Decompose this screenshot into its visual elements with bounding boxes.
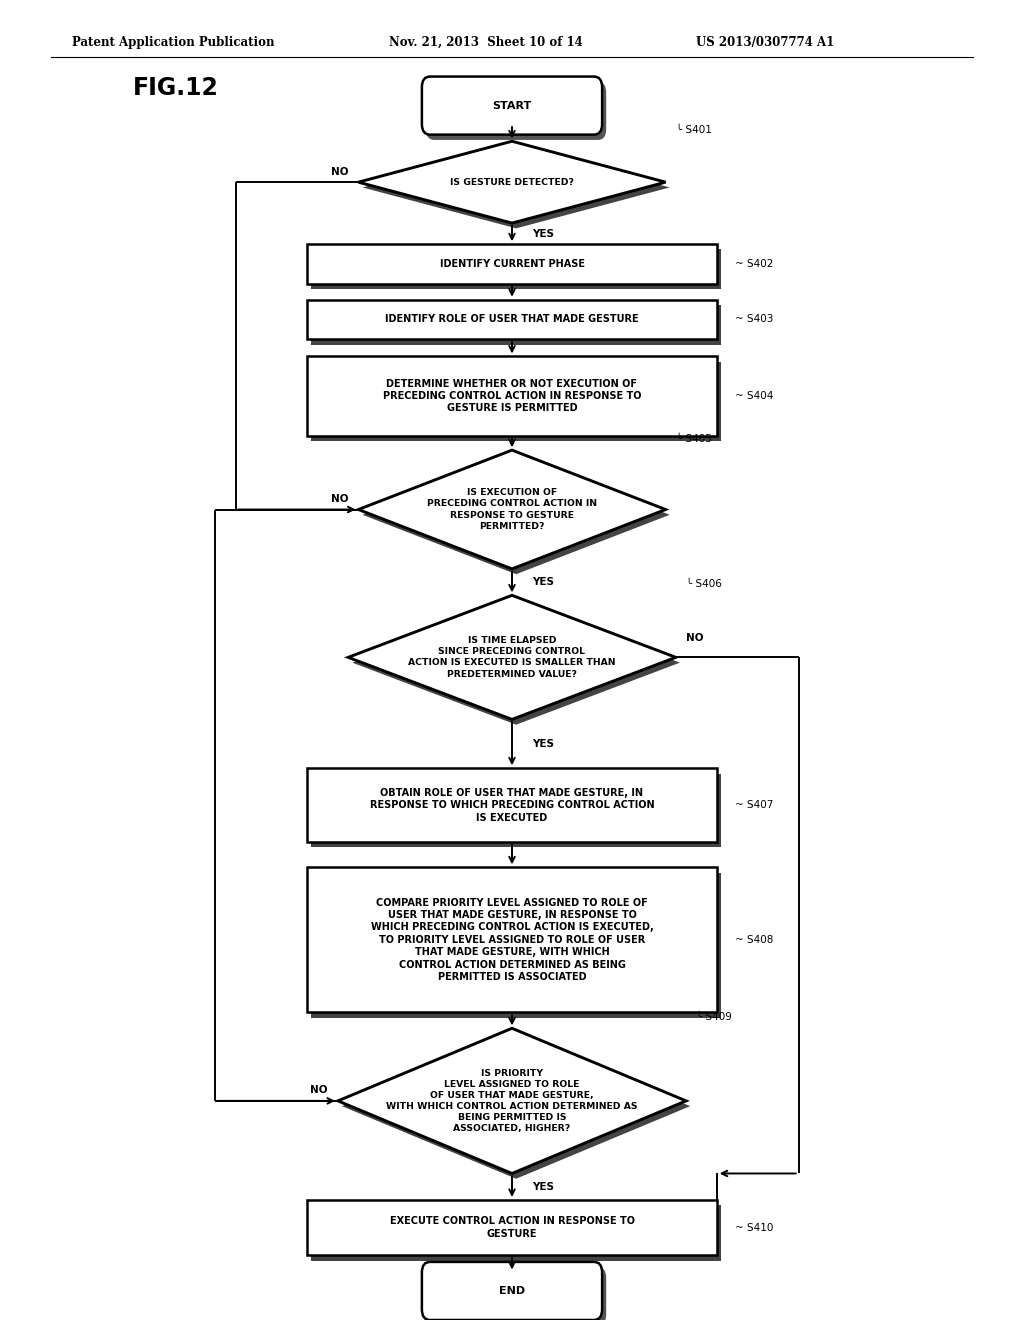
Polygon shape bbox=[352, 601, 680, 725]
Text: YES: YES bbox=[532, 739, 554, 748]
Text: END: END bbox=[499, 1286, 525, 1296]
Bar bbox=[311, 873, 721, 1018]
Bar bbox=[307, 867, 717, 1012]
Text: NO: NO bbox=[310, 1085, 328, 1096]
Text: IS PRIORITY
LEVEL ASSIGNED TO ROLE
OF USER THAT MADE GESTURE,
WITH WHICH CONTROL: IS PRIORITY LEVEL ASSIGNED TO ROLE OF US… bbox=[386, 1069, 638, 1133]
Text: DETERMINE WHETHER OR NOT EXECUTION OF
PRECEDING CONTROL ACTION IN RESPONSE TO
GE: DETERMINE WHETHER OR NOT EXECUTION OF PR… bbox=[383, 379, 641, 413]
Text: OBTAIN ROLE OF USER THAT MADE GESTURE, IN
RESPONSE TO WHICH PRECEDING CONTROL AC: OBTAIN ROLE OF USER THAT MADE GESTURE, I… bbox=[370, 788, 654, 822]
Text: US 2013/0307774 A1: US 2013/0307774 A1 bbox=[696, 36, 835, 49]
Polygon shape bbox=[358, 141, 666, 223]
Text: ~ S404: ~ S404 bbox=[735, 391, 773, 401]
Bar bbox=[307, 244, 717, 284]
Text: Patent Application Publication: Patent Application Publication bbox=[72, 36, 274, 49]
Text: IS GESTURE DETECTED?: IS GESTURE DETECTED? bbox=[451, 178, 573, 186]
Bar bbox=[311, 305, 721, 345]
Polygon shape bbox=[348, 595, 676, 719]
Bar bbox=[307, 356, 717, 436]
Text: ~ S408: ~ S408 bbox=[735, 935, 773, 945]
Text: ╰ S406: ╰ S406 bbox=[686, 578, 722, 589]
Polygon shape bbox=[358, 450, 666, 569]
FancyBboxPatch shape bbox=[422, 77, 602, 135]
Text: YES: YES bbox=[532, 577, 554, 587]
Text: ╰ S401: ╰ S401 bbox=[676, 124, 712, 135]
Polygon shape bbox=[362, 147, 670, 228]
Polygon shape bbox=[362, 455, 670, 574]
Bar bbox=[307, 1200, 717, 1255]
Text: ~ S402: ~ S402 bbox=[735, 259, 773, 269]
Text: ~ S407: ~ S407 bbox=[735, 800, 773, 810]
Text: START: START bbox=[493, 100, 531, 111]
Text: FIG.12: FIG.12 bbox=[133, 77, 219, 100]
Text: COMPARE PRIORITY LEVEL ASSIGNED TO ROLE OF
USER THAT MADE GESTURE, IN RESPONSE T: COMPARE PRIORITY LEVEL ASSIGNED TO ROLE … bbox=[371, 898, 653, 982]
Text: ╰ S409: ╰ S409 bbox=[696, 1011, 732, 1022]
Text: ╰ S405: ╰ S405 bbox=[676, 433, 712, 444]
Text: NO: NO bbox=[331, 166, 348, 177]
FancyBboxPatch shape bbox=[422, 1262, 602, 1320]
Bar bbox=[311, 1205, 721, 1261]
Text: YES: YES bbox=[532, 1181, 554, 1192]
Text: ~ S403: ~ S403 bbox=[735, 314, 773, 325]
Bar bbox=[311, 362, 721, 441]
Polygon shape bbox=[338, 1028, 686, 1173]
Text: NO: NO bbox=[331, 494, 348, 504]
Text: IS TIME ELAPSED
SINCE PRECEDING CONTROL
ACTION IS EXECUTED IS SMALLER THAN
PREDE: IS TIME ELAPSED SINCE PRECEDING CONTROL … bbox=[409, 636, 615, 678]
Text: YES: YES bbox=[532, 228, 554, 239]
Text: NO: NO bbox=[686, 632, 703, 643]
Text: IS EXECUTION OF
PRECEDING CONTROL ACTION IN
RESPONSE TO GESTURE
PERMITTED?: IS EXECUTION OF PRECEDING CONTROL ACTION… bbox=[427, 488, 597, 531]
Bar bbox=[307, 300, 717, 339]
Bar bbox=[307, 768, 717, 842]
Text: ~ S410: ~ S410 bbox=[735, 1222, 773, 1233]
Bar bbox=[311, 774, 721, 847]
Text: EXECUTE CONTROL ACTION IN RESPONSE TO
GESTURE: EXECUTE CONTROL ACTION IN RESPONSE TO GE… bbox=[389, 1217, 635, 1238]
Text: Nov. 21, 2013  Sheet 10 of 14: Nov. 21, 2013 Sheet 10 of 14 bbox=[389, 36, 583, 49]
Text: IDENTIFY ROLE OF USER THAT MADE GESTURE: IDENTIFY ROLE OF USER THAT MADE GESTURE bbox=[385, 314, 639, 325]
Polygon shape bbox=[342, 1034, 690, 1179]
Bar bbox=[311, 249, 721, 289]
FancyBboxPatch shape bbox=[426, 1267, 606, 1320]
FancyBboxPatch shape bbox=[426, 82, 606, 140]
Text: IDENTIFY CURRENT PHASE: IDENTIFY CURRENT PHASE bbox=[439, 259, 585, 269]
